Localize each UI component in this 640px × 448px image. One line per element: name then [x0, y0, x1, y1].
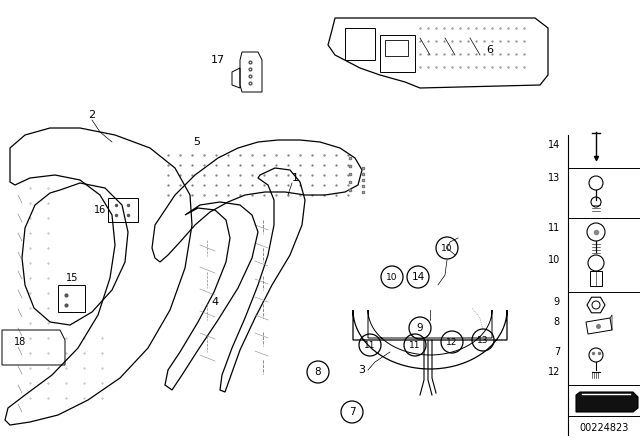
Text: 8: 8 — [554, 317, 560, 327]
Text: 11: 11 — [409, 340, 420, 349]
Text: 9: 9 — [417, 323, 423, 333]
Text: 18: 18 — [14, 337, 26, 347]
Text: 1: 1 — [291, 173, 298, 183]
Text: 9: 9 — [554, 297, 560, 307]
Text: 00224823: 00224823 — [579, 423, 628, 433]
Text: 10: 10 — [387, 272, 397, 281]
Text: 6: 6 — [486, 45, 493, 55]
Text: 16: 16 — [94, 205, 106, 215]
Text: 10: 10 — [548, 255, 560, 265]
Text: 4: 4 — [211, 297, 219, 307]
Text: 2: 2 — [88, 110, 95, 120]
Text: 17: 17 — [211, 55, 225, 65]
Text: 12: 12 — [548, 367, 560, 377]
Bar — [590, 271, 602, 286]
Text: 11: 11 — [364, 340, 376, 349]
Text: 14: 14 — [412, 272, 424, 282]
Text: 15: 15 — [66, 273, 78, 283]
Text: 12: 12 — [446, 337, 458, 346]
Text: 11: 11 — [548, 223, 560, 233]
Text: 3: 3 — [358, 365, 365, 375]
Text: 5: 5 — [193, 137, 200, 147]
Text: 13: 13 — [548, 173, 560, 183]
Text: 10: 10 — [441, 244, 452, 253]
Text: 7: 7 — [349, 407, 355, 417]
Text: 7: 7 — [554, 347, 560, 357]
Text: 13: 13 — [477, 336, 489, 345]
Polygon shape — [576, 392, 638, 412]
Text: 8: 8 — [315, 367, 321, 377]
Text: 14: 14 — [548, 140, 560, 150]
